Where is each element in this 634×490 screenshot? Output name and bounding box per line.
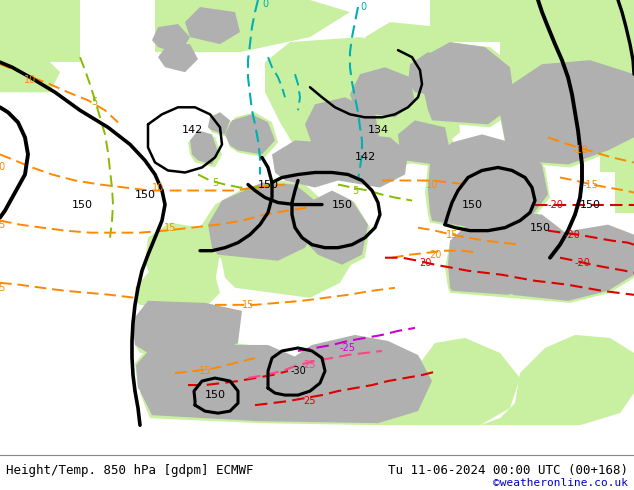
Polygon shape xyxy=(132,301,242,358)
Text: 25: 25 xyxy=(304,360,316,370)
Polygon shape xyxy=(512,224,634,301)
Polygon shape xyxy=(305,191,368,265)
Text: Height/Temp. 850 hPa [gdpm] ECMWF: Height/Temp. 850 hPa [gdpm] ECMWF xyxy=(6,465,254,477)
Polygon shape xyxy=(155,0,280,52)
Polygon shape xyxy=(225,112,278,157)
Text: Tu 11-06-2024 00:00 UTC (00+168): Tu 11-06-2024 00:00 UTC (00+168) xyxy=(387,465,628,477)
Text: -30: -30 xyxy=(290,366,306,376)
Polygon shape xyxy=(145,222,220,283)
Text: 10: 10 xyxy=(426,179,438,190)
Text: 150: 150 xyxy=(579,199,600,210)
Polygon shape xyxy=(132,305,238,358)
Text: 150: 150 xyxy=(529,222,550,233)
Polygon shape xyxy=(166,398,180,408)
Polygon shape xyxy=(350,67,415,117)
Text: 0: 0 xyxy=(262,0,268,9)
Polygon shape xyxy=(208,112,232,137)
Polygon shape xyxy=(428,134,548,231)
Text: 25: 25 xyxy=(304,396,316,406)
Text: 142: 142 xyxy=(181,125,203,135)
Text: 15: 15 xyxy=(0,283,6,293)
Text: -20: -20 xyxy=(564,230,580,240)
Text: -15: -15 xyxy=(582,179,598,190)
Polygon shape xyxy=(445,213,575,298)
Polygon shape xyxy=(185,7,240,44)
Polygon shape xyxy=(600,127,634,172)
Polygon shape xyxy=(365,22,455,67)
Polygon shape xyxy=(425,137,550,233)
Polygon shape xyxy=(135,348,242,403)
Polygon shape xyxy=(0,52,60,92)
Polygon shape xyxy=(140,343,320,423)
Polygon shape xyxy=(150,391,165,401)
Text: 20: 20 xyxy=(429,250,441,260)
Polygon shape xyxy=(480,335,634,425)
Polygon shape xyxy=(380,338,520,425)
Text: 150: 150 xyxy=(462,199,482,210)
Polygon shape xyxy=(260,338,435,425)
Text: 150: 150 xyxy=(134,190,155,199)
Polygon shape xyxy=(200,180,330,263)
Polygon shape xyxy=(500,60,634,165)
Polygon shape xyxy=(135,271,220,313)
Polygon shape xyxy=(448,211,572,295)
Polygon shape xyxy=(220,213,355,298)
Text: -10: -10 xyxy=(572,146,588,155)
Text: 20: 20 xyxy=(419,258,431,268)
Text: ©weatheronline.co.uk: ©weatheronline.co.uk xyxy=(493,478,628,488)
Polygon shape xyxy=(398,121,450,165)
Text: 5: 5 xyxy=(352,186,358,196)
Polygon shape xyxy=(305,193,370,268)
Text: 10: 10 xyxy=(24,75,36,85)
Text: 150: 150 xyxy=(205,390,226,400)
Polygon shape xyxy=(0,0,80,62)
Polygon shape xyxy=(208,112,230,134)
Text: 15: 15 xyxy=(242,300,254,310)
Polygon shape xyxy=(615,168,634,213)
Polygon shape xyxy=(152,24,190,54)
Text: 15: 15 xyxy=(0,220,6,230)
Text: 5: 5 xyxy=(91,98,97,107)
Text: -25: -25 xyxy=(340,343,356,353)
Polygon shape xyxy=(265,37,460,172)
Polygon shape xyxy=(208,182,320,261)
Text: 15: 15 xyxy=(164,222,176,233)
Polygon shape xyxy=(136,349,240,401)
Text: 150: 150 xyxy=(332,199,353,210)
Polygon shape xyxy=(190,130,218,165)
Text: 10: 10 xyxy=(0,163,6,172)
Polygon shape xyxy=(225,114,275,154)
Polygon shape xyxy=(422,42,515,124)
Polygon shape xyxy=(305,98,380,157)
Polygon shape xyxy=(188,132,222,168)
Polygon shape xyxy=(240,0,350,52)
Text: 5: 5 xyxy=(212,177,218,188)
Polygon shape xyxy=(158,44,198,72)
Text: 15: 15 xyxy=(446,230,458,240)
Polygon shape xyxy=(420,42,520,127)
Text: 142: 142 xyxy=(354,152,375,162)
Polygon shape xyxy=(510,228,634,303)
Text: -20: -20 xyxy=(574,258,590,268)
Text: 150: 150 xyxy=(72,199,93,210)
Text: 10: 10 xyxy=(152,182,164,193)
Polygon shape xyxy=(500,37,634,82)
Polygon shape xyxy=(272,141,345,188)
Polygon shape xyxy=(258,335,432,423)
Polygon shape xyxy=(395,122,455,168)
Text: 0: 0 xyxy=(360,2,366,12)
Text: -20: -20 xyxy=(547,199,563,210)
Polygon shape xyxy=(328,134,408,188)
Polygon shape xyxy=(500,62,634,168)
Polygon shape xyxy=(560,77,634,132)
Polygon shape xyxy=(408,52,458,98)
Text: 150: 150 xyxy=(257,179,278,190)
Polygon shape xyxy=(140,345,318,421)
Polygon shape xyxy=(430,0,634,42)
Text: 134: 134 xyxy=(368,125,389,135)
Text: 15: 15 xyxy=(199,366,211,376)
